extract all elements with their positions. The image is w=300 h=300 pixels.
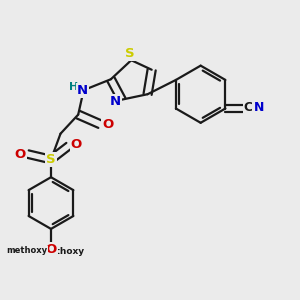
- Text: O: O: [103, 118, 114, 130]
- Text: S: S: [125, 47, 135, 60]
- Text: O: O: [71, 138, 82, 151]
- Text: methoxy: methoxy: [6, 246, 47, 255]
- Text: S: S: [46, 153, 56, 166]
- Text: methoxy: methoxy: [40, 247, 85, 256]
- Text: N: N: [110, 95, 121, 108]
- Text: O: O: [45, 243, 57, 256]
- Text: N: N: [77, 84, 88, 97]
- Text: N: N: [254, 101, 264, 114]
- Text: C: C: [244, 101, 253, 114]
- Text: O: O: [44, 245, 55, 258]
- Text: O: O: [15, 148, 26, 160]
- Text: H: H: [69, 82, 78, 92]
